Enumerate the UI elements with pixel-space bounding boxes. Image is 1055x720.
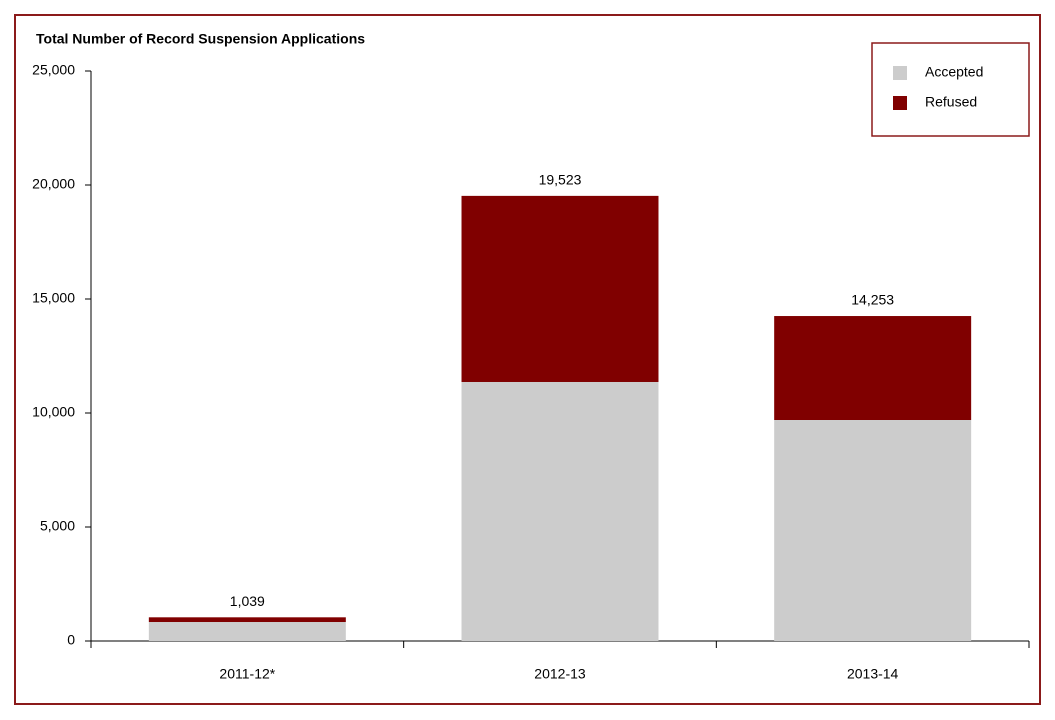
total-label: 1,039 [230, 593, 265, 609]
x-tick-label: 2012-13 [534, 666, 586, 682]
legend-label: Accepted [925, 64, 983, 80]
y-tick-label: 15,000 [32, 290, 75, 306]
y-tick-label: 20,000 [32, 176, 75, 192]
y-tick-label: 5,000 [40, 518, 75, 534]
chart-title: Total Number of Record Suspension Applic… [36, 31, 365, 47]
bar-segment [148, 622, 346, 641]
bar-segment [461, 195, 659, 382]
x-tick-label: 2011-12* [219, 666, 275, 682]
bar-segment [774, 316, 972, 420]
y-tick-label: 10,000 [32, 404, 75, 420]
bar-segment [774, 419, 972, 641]
legend-swatch [893, 66, 907, 80]
total-label: 14,253 [851, 292, 894, 308]
legend-label: Refused [925, 94, 977, 110]
y-tick-label: 25,000 [32, 62, 75, 78]
y-tick-label: 0 [67, 632, 75, 648]
bar-segment [461, 381, 659, 641]
total-label: 19,523 [539, 172, 582, 188]
x-tick-label: 2013-14 [847, 666, 899, 682]
bar-segment [148, 617, 346, 623]
legend [871, 42, 1030, 137]
legend-swatch [893, 96, 907, 110]
